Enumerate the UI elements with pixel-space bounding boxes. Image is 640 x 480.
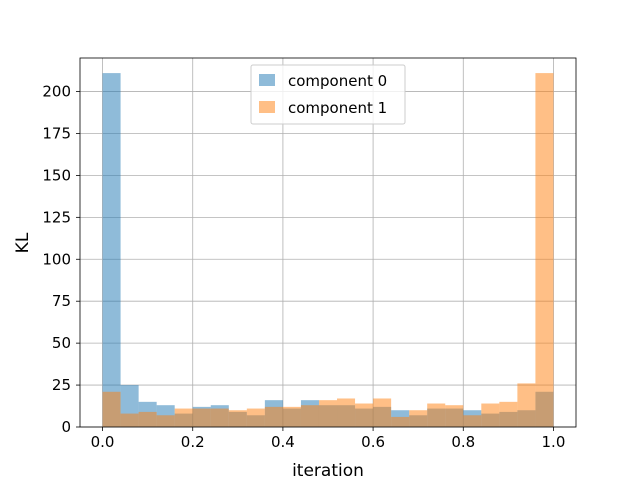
bar-component-1-bin-16 — [391, 416, 410, 427]
y-tick-label: 50 — [52, 334, 71, 352]
bar-component-1-bin-8 — [246, 408, 265, 427]
bar-component-1-bin-20 — [463, 415, 482, 427]
bar-component-1-bin-10 — [282, 406, 301, 427]
bar-component-1-bin-21 — [481, 403, 500, 427]
y-tick-label: 150 — [42, 166, 71, 184]
bar-component-1-bin-9 — [264, 406, 283, 427]
bar-component-1-bin-18 — [427, 403, 446, 427]
x-axis-label: iteration — [292, 461, 364, 480]
y-tick-label: 200 — [42, 83, 71, 101]
bar-component-1-bin-14 — [355, 403, 374, 427]
bar-component-1-bin-6 — [210, 408, 229, 427]
legend-swatch-component-0 — [259, 74, 275, 86]
bar-component-1-bin-2 — [138, 411, 157, 427]
y-tick-label: 100 — [42, 250, 71, 268]
legend-label-component-1: component 1 — [288, 99, 387, 117]
y-tick-label: 75 — [52, 292, 71, 310]
legend-label-component-0: component 0 — [288, 72, 387, 90]
plot-frame — [79, 57, 577, 428]
y-axis-label: KL — [13, 232, 33, 253]
bar-component-1-bin-4 — [174, 408, 193, 427]
bar-component-1-bin-7 — [228, 410, 247, 427]
legend: component 0 component 1 — [250, 64, 406, 125]
bar-component-1-bin-1 — [120, 413, 139, 427]
x-tick-label: 0.8 — [451, 433, 475, 451]
y-tick-label: 0 — [61, 418, 71, 436]
bar-component-1-bin-3 — [156, 415, 175, 427]
bar-component-1-bin-0 — [102, 391, 121, 427]
x-tick-label: 0.2 — [181, 433, 205, 451]
bar-component-1-bin-19 — [445, 405, 464, 427]
x-tick-label: 0.4 — [271, 433, 295, 451]
bar-component-1-bin-12 — [318, 400, 338, 427]
bar-component-1-bin-11 — [300, 405, 319, 427]
y-tick-label: 125 — [42, 208, 71, 226]
bar-component-1-bin-24 — [535, 73, 554, 427]
x-tick-label: 1.0 — [542, 433, 566, 451]
legend-box — [250, 64, 406, 125]
bar-component-1-bin-5 — [192, 408, 211, 427]
series-component-1 — [102, 73, 554, 427]
bars — [102, 73, 554, 427]
bar-component-1-bin-17 — [409, 410, 428, 427]
x-tick-label: 0.6 — [361, 433, 385, 451]
y-tick-label: 175 — [42, 124, 71, 142]
bar-component-1-bin-13 — [337, 398, 356, 427]
x-tick-label: 0.0 — [91, 433, 115, 451]
bar-component-1-bin-22 — [499, 401, 518, 427]
axis-ticks: 0.0 0.2 0.4 0.6 0.8 1.0 0 25 50 75 100 125 150 175 200 — [42, 83, 565, 451]
bar-component-1-bin-23 — [517, 383, 536, 427]
legend-swatch-component-1 — [259, 101, 275, 113]
y-tick-label: 25 — [52, 376, 71, 394]
bar-component-0-bin-0 — [102, 73, 121, 427]
bar-component-1-bin-15 — [373, 398, 392, 427]
